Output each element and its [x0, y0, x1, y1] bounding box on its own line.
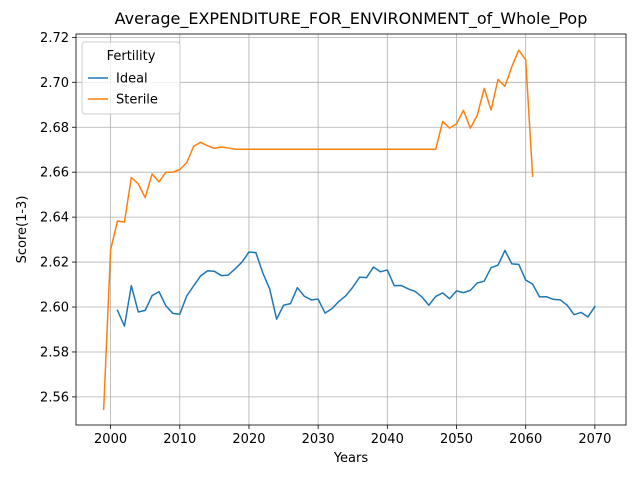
y-axis-label: Score(1-3): [15, 196, 30, 264]
x-axis-ticks: 2000 2010 2020 2030 2040 2050 2060 2070: [94, 425, 611, 447]
y-tick-label: 2.56: [40, 390, 69, 405]
y-tick-label: 2.66: [40, 166, 69, 181]
series-layer: [102, 49, 596, 411]
legend-entries: Ideal Sterile: [88, 72, 158, 108]
y-tick-label: 2.62: [40, 256, 69, 271]
plot-frame: [75, 33, 627, 426]
x-tick-label: 2050: [440, 432, 473, 447]
legend-title: Fertility: [107, 49, 156, 64]
x-tick-label: 2000: [94, 432, 127, 447]
y-tick-label: 2.60: [40, 301, 69, 316]
x-tick-label: 2040: [371, 432, 404, 447]
legend: Fertility Ideal Sterile: [81, 41, 181, 115]
legend-box: [81, 41, 181, 115]
y-tick-label: 2.72: [40, 31, 69, 46]
x-axis-label: Years: [333, 451, 369, 466]
y-tick-label: 2.64: [40, 211, 69, 226]
x-tick-label: 2020: [232, 432, 265, 447]
y-tick-label: 2.58: [40, 345, 69, 360]
chart-title: Average_EXPENDITURE_FOR_ENVIRONMENT_of_W…: [115, 9, 588, 29]
y-tick-label: 2.68: [40, 121, 69, 136]
x-tick-label: 2060: [509, 432, 542, 447]
series-line-ideal: [116, 249, 596, 327]
y-tick-label: 2.70: [40, 76, 69, 91]
x-tick-label: 2030: [302, 432, 335, 447]
x-tick-label: 2070: [578, 432, 611, 447]
legend-label-sterile: Sterile: [116, 93, 158, 108]
y-axis-ticks: 2.56 2.58 2.60 2.62 2.64 2.66 2.68 2.70 2.72: [40, 31, 76, 405]
legend-label-ideal: Ideal: [116, 72, 148, 87]
series-line-sterile: [102, 49, 534, 411]
x-tick-label: 2010: [163, 432, 196, 447]
